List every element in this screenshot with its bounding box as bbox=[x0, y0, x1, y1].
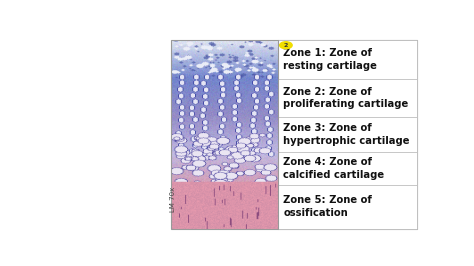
Bar bbox=[278, 152, 418, 185]
Text: Zone 4: Zone of
calcified cartilage: Zone 4: Zone of calcified cartilage bbox=[283, 157, 384, 180]
Text: Zone 1: Zone of
resting cartilage: Zone 1: Zone of resting cartilage bbox=[283, 48, 377, 71]
Text: 2: 2 bbox=[284, 43, 288, 48]
Circle shape bbox=[280, 42, 292, 49]
Bar bbox=[278, 117, 418, 152]
Bar bbox=[278, 40, 418, 79]
Text: Zone 5: Zone of
ossification: Zone 5: Zone of ossification bbox=[283, 196, 372, 218]
Text: Zone 3: Zone of
hypertrophic cartilage: Zone 3: Zone of hypertrophic cartilage bbox=[283, 123, 410, 146]
Bar bbox=[171, 40, 278, 228]
Bar bbox=[278, 185, 418, 228]
Text: Zone 2: Zone of
proliferating cartilage: Zone 2: Zone of proliferating cartilage bbox=[283, 87, 409, 109]
Text: LM 70x: LM 70x bbox=[170, 187, 176, 212]
Bar bbox=[278, 79, 418, 117]
Bar bbox=[278, 40, 418, 228]
